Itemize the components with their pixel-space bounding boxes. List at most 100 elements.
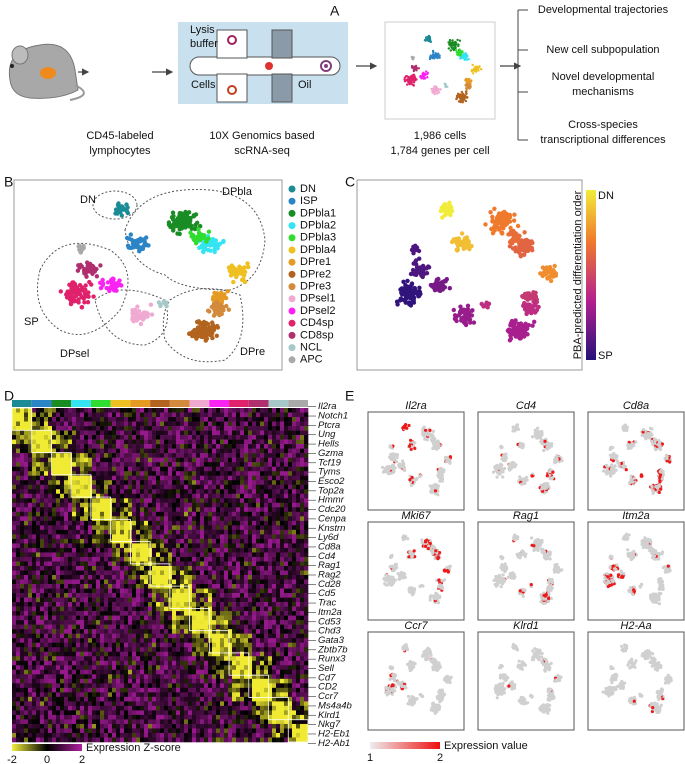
heatmap-cell	[136, 525, 141, 531]
heatmap-cell	[140, 511, 145, 517]
heatmap-cell	[72, 498, 77, 504]
heatmap-cell	[260, 426, 265, 431]
cell-point	[464, 95, 467, 98]
heatmap-cell	[104, 484, 109, 490]
heatmap-cell	[44, 466, 49, 472]
cell-point	[484, 304, 489, 309]
heatmap-cell	[36, 484, 41, 490]
heatmap-cell	[272, 480, 277, 486]
heatmap-cell	[300, 579, 305, 585]
heatmap-cell	[180, 556, 185, 562]
heatmap-cell	[168, 493, 173, 499]
heatmap-cell	[100, 457, 105, 463]
heatmap-cell	[120, 484, 125, 490]
heatmap-cell	[56, 453, 61, 458]
heatmap-cell	[76, 507, 81, 513]
heatmap-cell	[232, 534, 237, 540]
cell-point	[454, 48, 458, 52]
heatmap-cell	[240, 475, 245, 481]
cell-point	[526, 323, 531, 328]
heatmap-cell	[108, 593, 113, 598]
heatmap-cell	[212, 507, 217, 513]
heatmap-cell	[92, 457, 97, 463]
heatmap-cell	[204, 421, 209, 427]
heatmap-cell	[204, 462, 209, 467]
heatmap-cell	[36, 493, 41, 499]
chip-label: buffer	[190, 38, 218, 50]
heatmap-cell	[108, 493, 113, 499]
cell-point	[171, 213, 176, 219]
heatmap-cell	[156, 502, 161, 508]
heatmap-cell	[164, 543, 169, 549]
heatmap-cell	[28, 462, 33, 467]
cell-point	[548, 278, 554, 284]
cell-point	[130, 308, 135, 313]
heatmap-cell	[68, 575, 73, 580]
cell-point	[513, 245, 518, 250]
heatmap-cell	[200, 502, 205, 508]
heatmap-cell	[96, 448, 101, 454]
heatmap-cell	[68, 462, 73, 467]
heatmap-cell	[100, 439, 105, 445]
heatmap-cell	[128, 448, 133, 454]
heatmap-cell	[280, 444, 285, 449]
heatmap-cell	[292, 529, 297, 535]
cell-point	[463, 311, 468, 317]
heatmap-cell	[176, 525, 181, 531]
heatmap-cell	[16, 484, 21, 490]
heatmap-cell	[240, 525, 245, 531]
heatmap-cell	[76, 570, 81, 576]
heatmap-cell	[180, 575, 185, 580]
heatmap-cell	[260, 525, 265, 531]
heatmap-cell	[160, 426, 165, 431]
heatmap-cell	[300, 556, 305, 562]
heatmap-cell	[184, 448, 189, 454]
heatmap-cell	[168, 430, 173, 436]
heatmap-cell	[260, 430, 265, 436]
cluster-bar	[169, 400, 190, 407]
heatmap-cell	[296, 516, 301, 522]
heatmap-cell	[12, 579, 17, 585]
heatmap-cell	[152, 565, 157, 571]
heatmap-cell	[192, 457, 197, 463]
heatmap-cell	[104, 529, 109, 535]
heatmap-cell	[268, 575, 273, 580]
heatmap-cell	[252, 462, 257, 467]
cell-point	[456, 243, 461, 248]
heatmap-cell	[228, 547, 233, 553]
heatmap-cell	[204, 525, 209, 531]
heatmap-cell	[300, 588, 305, 594]
heatmap-cell	[212, 538, 217, 544]
heatmap-cell	[292, 462, 297, 467]
heatmap-cell	[180, 561, 185, 567]
heatmap-cell	[100, 543, 105, 549]
heatmap-cell	[84, 453, 89, 458]
heatmap-cell	[72, 547, 77, 553]
heatmap-cell	[28, 511, 33, 517]
heatmap-cell	[220, 534, 225, 540]
heatmap-cell	[48, 489, 53, 495]
cell-point	[211, 240, 216, 245]
heatmap-cell	[296, 471, 301, 476]
heatmap-cell	[156, 565, 161, 571]
heatmap-cell	[280, 538, 285, 544]
heatmap-cell	[204, 511, 209, 517]
heatmap-cell	[172, 543, 177, 549]
heatmap-cell	[96, 444, 101, 449]
heatmap-cell	[220, 511, 225, 517]
heatmap-cell	[176, 417, 181, 422]
heatmap-cell	[128, 471, 133, 476]
heatmap-cell	[292, 444, 297, 449]
heatmap-cell	[268, 471, 273, 476]
heatmap-cell	[112, 584, 117, 589]
heatmap-cell	[36, 462, 41, 467]
cell-point	[137, 238, 142, 244]
heatmap-cell	[292, 543, 297, 549]
heatmap-cell	[208, 462, 213, 467]
heatmap-cell	[264, 480, 269, 486]
heatmap-cell	[140, 516, 145, 522]
heatmap-cell	[240, 426, 245, 431]
heatmap-cell	[68, 484, 73, 490]
heatmap-cell	[80, 584, 85, 589]
heatmap-cell	[268, 448, 273, 454]
